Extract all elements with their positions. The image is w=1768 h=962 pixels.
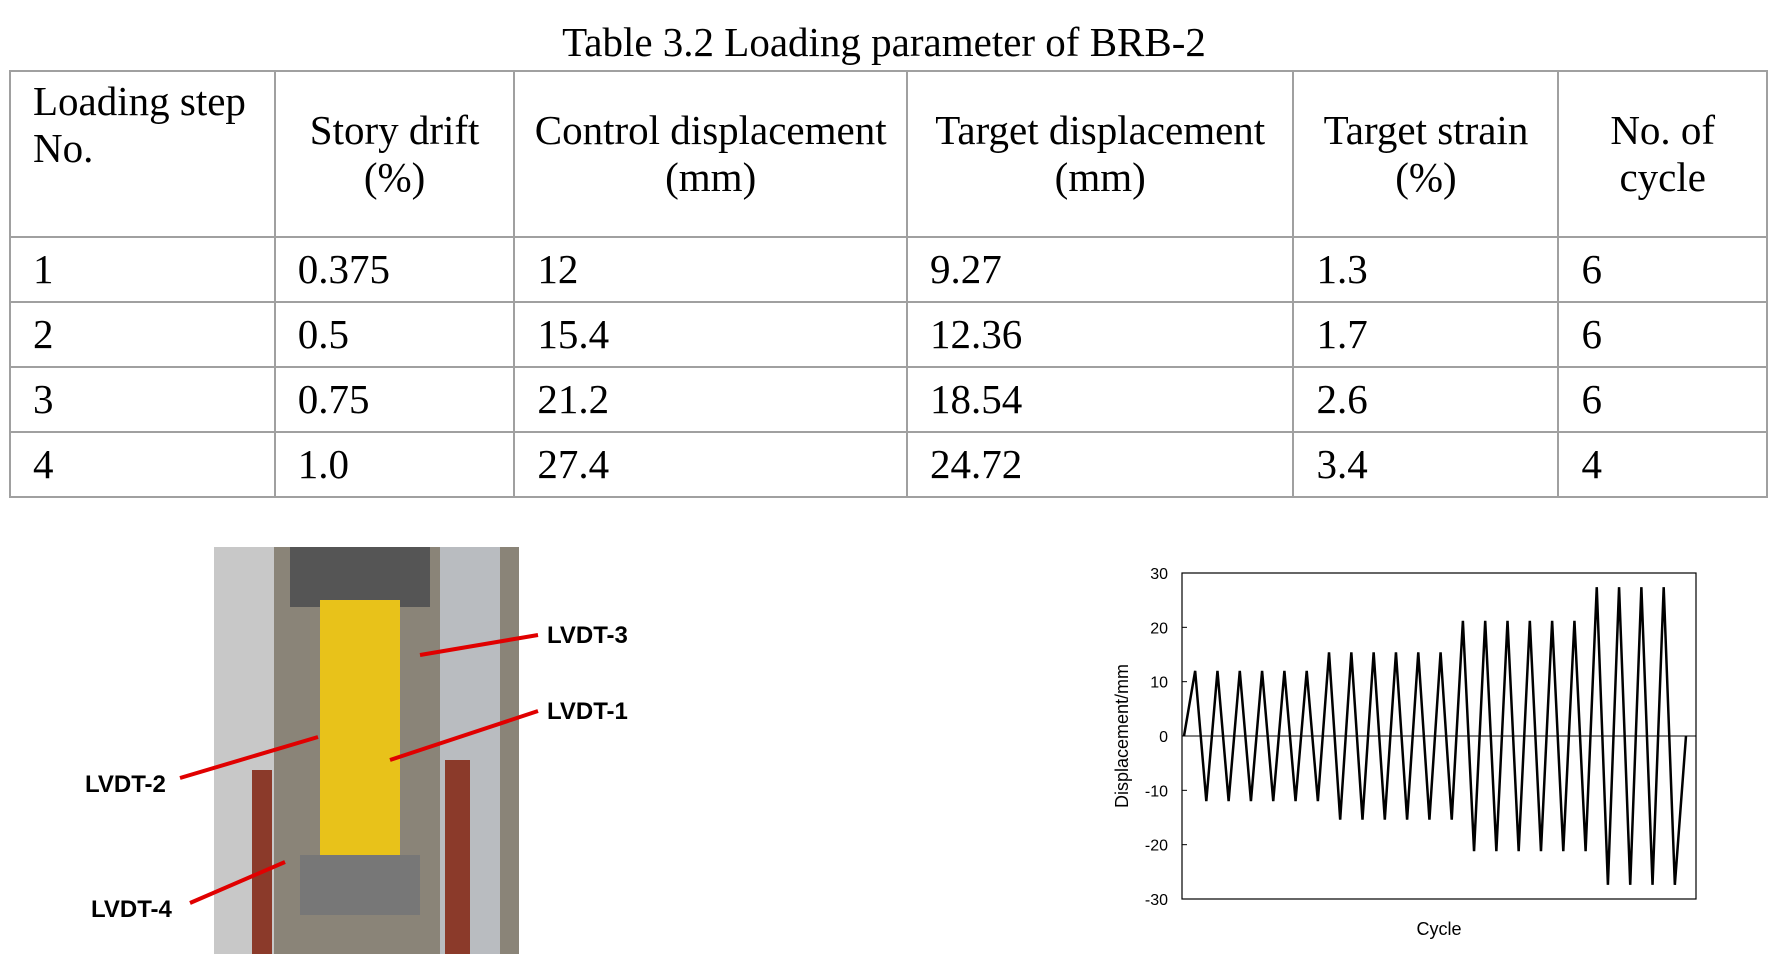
bottom-fixture xyxy=(300,855,420,915)
y-axis-label: Displacement/mm xyxy=(1112,664,1132,808)
table-body: 1 0.375 12 9.27 1.3 6 2 0.5 15.4 12.36 1.7 6 3 0.75 21… xyxy=(9,236,1768,498)
brb-specimen xyxy=(320,600,400,860)
table-cell: 1.3 xyxy=(1292,236,1560,303)
table-cell: 6 xyxy=(1557,236,1768,303)
table-cell: 2 xyxy=(9,301,276,368)
table-row: 1 0.375 12 9.27 1.3 6 xyxy=(9,236,1768,303)
table-cell: 3 xyxy=(9,366,276,433)
lvdt-label: LVDT-4 xyxy=(91,896,173,923)
table-title: Table 3.2 Loading parameter of BRB-2 xyxy=(562,19,1206,65)
y-tick-label: -20 xyxy=(1145,838,1168,855)
y-tick-label: 30 xyxy=(1150,566,1168,583)
y-tick-label: 0 xyxy=(1159,729,1168,746)
table-cell: 0.375 xyxy=(273,236,516,303)
header-cell: Loading step No. xyxy=(9,70,276,238)
chart: Cycle Displacement/mm -30 -20 -10 0 10 20 30 xyxy=(1112,566,1697,939)
lvdt-label: LVDT-1 xyxy=(547,698,628,725)
pointer xyxy=(419,633,539,657)
table-cell: 27.4 xyxy=(513,431,908,498)
header-cell: Target strain (%) xyxy=(1292,70,1560,238)
header-cell: No. of cycle xyxy=(1557,70,1768,238)
table-cell: 0.75 xyxy=(273,366,516,433)
table-row: 2 0.5 15.4 12.36 1.7 6 xyxy=(9,301,1768,368)
header-row: Loading step No. Story drift (%) Control d… xyxy=(9,70,1768,238)
table-cell: 3.4 xyxy=(1292,431,1560,498)
y-tick-label: 10 xyxy=(1150,675,1168,692)
pointer xyxy=(389,709,539,762)
y-tick-label: -10 xyxy=(1145,783,1168,800)
table-cell: 18.54 xyxy=(905,366,1295,433)
table-cell: 2.6 xyxy=(1292,366,1560,433)
table-cell: 1 xyxy=(9,236,276,303)
brace-left xyxy=(252,770,272,954)
pointer xyxy=(189,860,286,905)
table-cell: 15.4 xyxy=(513,301,908,368)
table-cell: 21.2 xyxy=(513,366,908,433)
y-tick-label: 20 xyxy=(1150,620,1168,637)
pointer-lines xyxy=(179,633,539,905)
table-cell: 4 xyxy=(1557,431,1768,498)
top-fixture xyxy=(290,547,430,607)
table-cell: 1.0 xyxy=(273,431,516,498)
lvdt-label: LVDT-3 xyxy=(547,622,628,649)
header-cell: Control displacement (mm) xyxy=(513,70,908,238)
x-axis-label: Cycle xyxy=(1416,919,1461,939)
table-cell: 4 xyxy=(9,431,276,498)
table-cell: 24.72 xyxy=(905,431,1295,498)
photo-labels: LVDT-3 LVDT-1 LVDT-2 LVDT-4 xyxy=(85,622,628,923)
table-cell: 6 xyxy=(1557,366,1768,433)
photo: LVDT-3 LVDT-1 LVDT-2 LVDT-4 xyxy=(85,547,628,954)
data-line xyxy=(1182,587,1688,885)
table-cell: 0.5 xyxy=(273,301,516,368)
brace-right xyxy=(445,760,470,954)
y-tick-label: -30 xyxy=(1145,892,1168,909)
table-cell: 1.7 xyxy=(1292,301,1560,368)
table-row: 4 1.0 27.4 24.72 3.4 4 xyxy=(9,431,1768,498)
table-row: 3 0.75 21.2 18.54 2.6 6 xyxy=(9,366,1768,433)
table-cell: 9.27 xyxy=(905,236,1295,303)
table-cell: 12 xyxy=(513,236,908,303)
header-cell: Target displacement (mm) xyxy=(905,70,1295,238)
table-cell: 6 xyxy=(1557,301,1768,368)
table: Loading step No. Story drift (%) Control d… xyxy=(9,70,1768,498)
pointer xyxy=(179,735,319,780)
header-cell: Story drift (%) xyxy=(273,70,516,238)
table-cell: 12.36 xyxy=(905,301,1295,368)
lvdt-label: LVDT-2 xyxy=(85,771,166,798)
